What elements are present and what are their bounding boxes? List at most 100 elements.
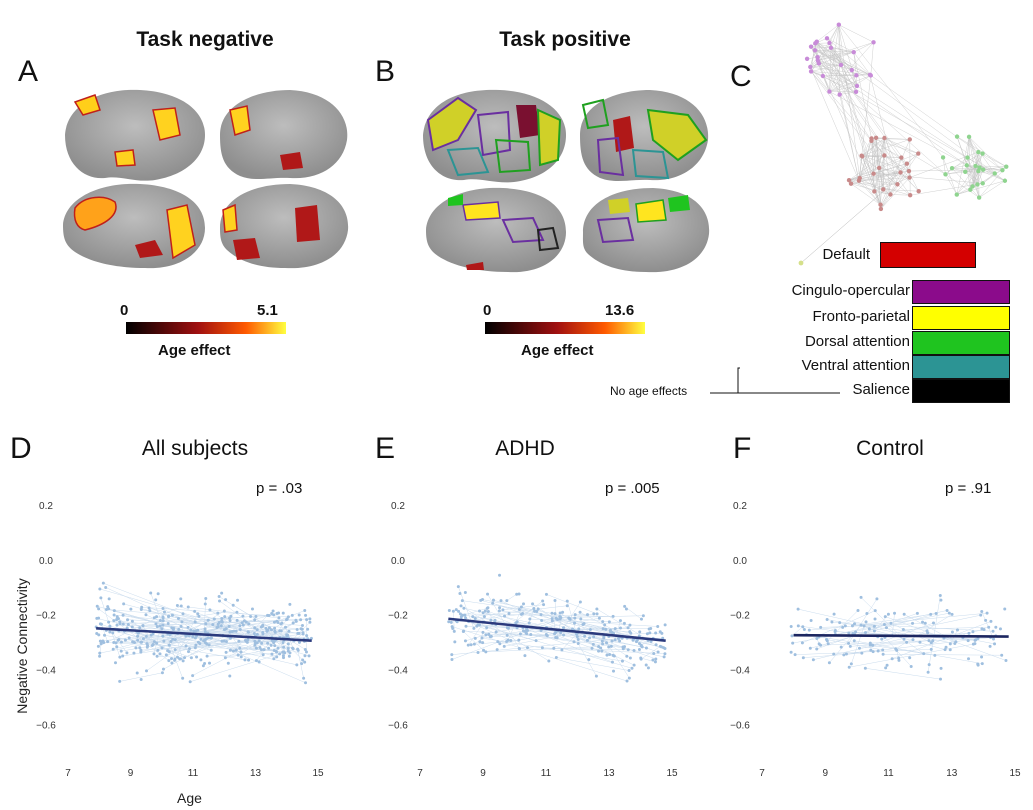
legend-label: Cingulo-opercular <box>791 282 910 299</box>
data-point <box>205 654 209 658</box>
network-node <box>943 172 948 177</box>
data-point <box>484 633 488 637</box>
data-point <box>304 650 308 654</box>
data-point <box>886 612 890 616</box>
data-point <box>245 640 249 644</box>
data-point <box>629 631 633 635</box>
data-point <box>118 655 122 659</box>
data-point <box>239 655 243 659</box>
data-point <box>976 636 980 640</box>
data-point <box>99 596 103 600</box>
data-point <box>578 600 582 604</box>
data-point <box>553 598 557 602</box>
data-point <box>481 630 485 634</box>
network-node <box>849 67 854 73</box>
data-point <box>873 609 877 613</box>
data-point <box>811 658 815 662</box>
network-node <box>808 69 814 74</box>
data-point <box>853 622 857 626</box>
network-node <box>838 62 844 68</box>
data-point <box>249 614 253 618</box>
network-node <box>808 44 814 49</box>
data-point <box>161 606 165 610</box>
data-point <box>224 627 228 631</box>
data-point <box>594 674 598 678</box>
data-point <box>645 632 649 636</box>
data-point <box>847 631 851 635</box>
data-point <box>641 614 645 618</box>
data-point <box>802 628 806 632</box>
data-point <box>304 613 308 617</box>
data-point <box>466 643 470 647</box>
data-point <box>203 627 207 631</box>
data-point <box>260 641 264 645</box>
data-point <box>927 663 931 667</box>
network-node <box>882 135 887 141</box>
data-point <box>464 624 468 628</box>
data-point <box>175 604 179 608</box>
data-point <box>158 652 162 656</box>
data-point <box>127 636 131 640</box>
data-point <box>980 610 984 614</box>
data-point <box>628 623 632 627</box>
data-point <box>532 607 536 611</box>
data-point <box>291 647 295 651</box>
data-point <box>250 607 254 611</box>
y-tick-label: 0.0 <box>39 556 53 567</box>
data-point <box>145 642 149 646</box>
no-age-effects-bracket <box>710 367 840 394</box>
data-point <box>579 617 583 621</box>
data-point <box>613 638 617 642</box>
data-point <box>863 631 867 635</box>
data-point <box>235 618 239 622</box>
data-point <box>934 612 938 616</box>
data-point <box>297 631 301 635</box>
data-point <box>194 629 198 633</box>
data-point <box>607 620 611 624</box>
panel-b-title: Task positive <box>499 28 631 51</box>
data-point <box>938 594 942 598</box>
data-point <box>139 650 143 654</box>
data-point <box>140 605 144 609</box>
data-point <box>539 629 543 633</box>
data-point <box>827 661 831 665</box>
data-point <box>790 634 794 638</box>
data-point <box>282 645 286 649</box>
data-point <box>987 625 991 629</box>
data-point <box>860 651 864 655</box>
data-point <box>482 615 486 619</box>
data-point <box>984 618 988 622</box>
data-point <box>243 658 247 662</box>
data-point <box>630 666 634 670</box>
data-point <box>158 618 162 622</box>
data-point <box>897 656 901 660</box>
data-point <box>871 643 875 647</box>
y-tick-label: −0.4 <box>388 665 408 676</box>
data-point <box>308 617 312 621</box>
x-tick-label: 7 <box>65 768 71 779</box>
subject-segments <box>451 586 666 682</box>
data-point <box>161 667 165 671</box>
data-point <box>611 614 615 618</box>
data-point <box>216 622 220 626</box>
data-point <box>300 662 304 666</box>
network-node <box>992 171 997 176</box>
data-point <box>188 680 192 684</box>
data-point <box>288 602 292 606</box>
data-point <box>945 608 949 612</box>
data-point <box>648 631 652 635</box>
data-point <box>272 613 276 617</box>
data-point <box>605 653 609 657</box>
subject-segments <box>96 582 312 684</box>
network-node <box>857 175 862 181</box>
y-tick-label: −0.4 <box>730 665 750 676</box>
data-point <box>478 609 482 613</box>
data-point <box>278 652 282 656</box>
data-point <box>235 610 239 614</box>
data-point <box>208 608 212 612</box>
legend-label: Dorsal attention <box>804 333 910 350</box>
data-point <box>180 620 184 624</box>
panel-letter-d: D <box>10 432 32 465</box>
data-point <box>135 671 139 675</box>
data-point <box>929 647 933 651</box>
